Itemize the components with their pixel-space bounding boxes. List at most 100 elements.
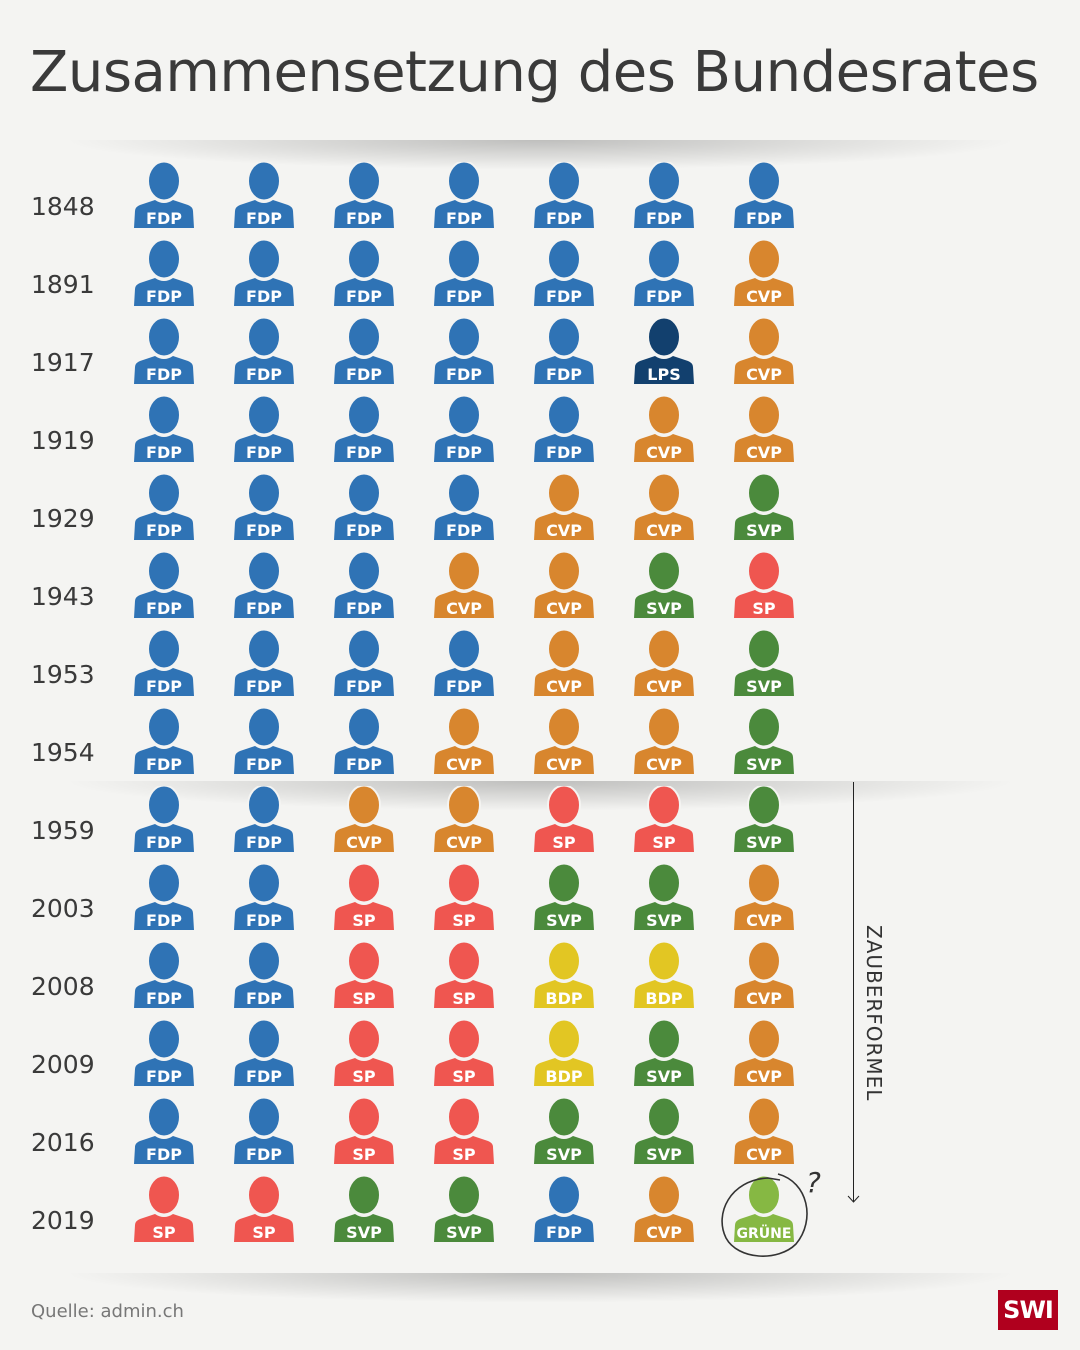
party-label: FDP — [146, 1067, 182, 1086]
party-label: SP — [252, 1223, 276, 1242]
person-icon: FDP — [134, 160, 194, 228]
party-label: FDP — [246, 1145, 282, 1164]
seat-fdp: FDP — [233, 1018, 295, 1086]
person-icon: SP — [534, 784, 594, 852]
party-label: FDP — [246, 755, 282, 774]
seat-fdp: FDP — [333, 316, 395, 384]
person-icon: SP — [434, 862, 494, 930]
person-icon: FDP — [434, 160, 494, 228]
person-icon: FDP — [134, 784, 194, 852]
seat-fdp: FDP — [333, 550, 395, 618]
seat-grüne: GRÜNE — [733, 1174, 795, 1242]
party-label: CVP — [646, 755, 682, 774]
seat-svp: SVP — [633, 550, 695, 618]
year-label: 2003 — [31, 894, 95, 923]
party-label: CVP — [746, 989, 782, 1008]
seat-fdp: FDP — [233, 784, 295, 852]
party-label: CVP — [746, 443, 782, 462]
party-label: CVP — [746, 911, 782, 930]
seat-svp: SVP — [733, 784, 795, 852]
person-icon: FDP — [334, 316, 394, 384]
person-icon: FDP — [534, 1174, 594, 1242]
seat-fdp: FDP — [133, 316, 195, 384]
person-icon: FDP — [134, 472, 194, 540]
person-icon: SP — [334, 1096, 394, 1164]
party-label: SVP — [446, 1223, 482, 1242]
seat-sp: SP — [333, 1096, 395, 1164]
seat-fdp: FDP — [533, 160, 595, 228]
seat-fdp: FDP — [433, 238, 495, 306]
party-label: FDP — [546, 443, 582, 462]
party-label: FDP — [646, 209, 682, 228]
party-label: FDP — [146, 521, 182, 540]
party-label: CVP — [746, 365, 782, 384]
question-mark: ? — [806, 1166, 821, 1199]
party-label: FDP — [546, 365, 582, 384]
person-icon: FDP — [434, 316, 494, 384]
person-icon: BDP — [534, 1018, 594, 1086]
party-label: SP — [352, 1145, 376, 1164]
seat-svp: SVP — [533, 1096, 595, 1164]
seat-cvp: CVP — [733, 940, 795, 1008]
party-label: FDP — [446, 287, 482, 306]
person-icon: FDP — [234, 472, 294, 540]
party-label: FDP — [246, 599, 282, 618]
person-icon: FDP — [234, 160, 294, 228]
seat-fdp: FDP — [633, 160, 695, 228]
person-icon: CVP — [434, 784, 494, 852]
divider-top — [60, 140, 1020, 170]
seat-cvp: CVP — [733, 394, 795, 462]
seat-fdp: FDP — [333, 160, 395, 228]
seat-svp: SVP — [733, 628, 795, 696]
seat-cvp: CVP — [433, 784, 495, 852]
party-label: SVP — [646, 1145, 682, 1164]
party-label: FDP — [346, 287, 382, 306]
seat-fdp: FDP — [133, 472, 195, 540]
person-icon: SVP — [634, 1096, 694, 1164]
person-icon: CVP — [434, 706, 494, 774]
year-label: 1954 — [31, 738, 95, 767]
party-label: FDP — [146, 677, 182, 696]
party-label: FDP — [646, 287, 682, 306]
arrow-down-icon — [847, 1195, 860, 1203]
person-icon: FDP — [334, 160, 394, 228]
party-label: CVP — [446, 833, 482, 852]
zauberformel-label: ZAUBERFORMEL — [862, 925, 886, 1102]
person-icon: CVP — [734, 316, 794, 384]
seat-fdp: FDP — [433, 628, 495, 696]
seat-fdp: FDP — [533, 1174, 595, 1242]
person-icon: CVP — [634, 706, 694, 774]
party-label: SP — [352, 1067, 376, 1086]
party-label: FDP — [246, 833, 282, 852]
party-label: CVP — [546, 599, 582, 618]
person-icon: SP — [334, 862, 394, 930]
seat-fdp: FDP — [233, 160, 295, 228]
seat-fdp: FDP — [533, 316, 595, 384]
person-icon: FDP — [334, 706, 394, 774]
seat-fdp: FDP — [333, 238, 395, 306]
party-label: FDP — [546, 1223, 582, 1242]
person-icon: SVP — [534, 1096, 594, 1164]
seat-fdp: FDP — [333, 706, 395, 774]
party-label: FDP — [346, 209, 382, 228]
person-icon: FDP — [134, 550, 194, 618]
party-label: SP — [752, 599, 776, 618]
party-label: FDP — [246, 989, 282, 1008]
party-label: FDP — [346, 677, 382, 696]
person-icon: FDP — [434, 472, 494, 540]
seat-bdp: BDP — [533, 1018, 595, 1086]
party-label: FDP — [146, 599, 182, 618]
seat-fdp: FDP — [233, 394, 295, 462]
person-icon: SVP — [634, 1018, 694, 1086]
party-label: GRÜNE — [737, 1224, 792, 1242]
seat-sp: SP — [333, 1018, 395, 1086]
party-label: SP — [452, 1067, 476, 1086]
person-icon: CVP — [734, 940, 794, 1008]
party-label: FDP — [146, 287, 182, 306]
party-label: SVP — [746, 677, 782, 696]
highlight-circle — [721, 1173, 808, 1257]
party-label: SVP — [646, 911, 682, 930]
person-icon: FDP — [434, 628, 494, 696]
person-icon: SVP — [334, 1174, 394, 1242]
person-icon: SP — [334, 940, 394, 1008]
